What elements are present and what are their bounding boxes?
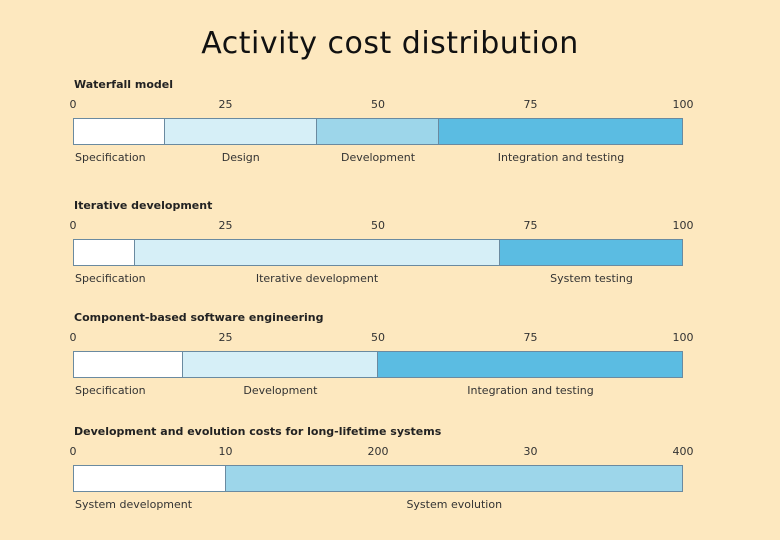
- segment-label: Specification: [75, 384, 146, 397]
- bar-segment: [499, 240, 682, 265]
- bar-segment: [74, 240, 135, 265]
- segment-label: System evolution: [406, 498, 503, 511]
- bar-segment: [74, 119, 166, 144]
- tick-label: 25: [218, 219, 233, 232]
- bar-segment: [438, 119, 682, 144]
- tick-label: 0: [69, 331, 77, 344]
- segment-label: Specification: [75, 151, 146, 164]
- chart-section: Component-based software engineering 0 25 5…: [0, 311, 780, 421]
- segment-label: Design: [221, 151, 260, 164]
- tick-label: 10: [218, 445, 233, 458]
- stacked-bar: [73, 351, 683, 378]
- bar-segment: [317, 119, 439, 144]
- bar-segment: [226, 466, 682, 491]
- segment-label: Integration and testing: [497, 151, 625, 164]
- tick-label: 0: [69, 219, 77, 232]
- tick-label: 0: [69, 445, 77, 458]
- stacked-bar: [73, 118, 683, 145]
- tick-label: 50: [371, 98, 385, 111]
- segment-label: Development: [243, 384, 318, 397]
- segment-label: Development: [340, 151, 416, 164]
- tick-label: 50: [371, 331, 385, 344]
- tick-label: 75: [523, 331, 538, 344]
- tick-label: 100: [672, 219, 694, 232]
- segment-label: Iterative development: [255, 272, 379, 285]
- chart-title: Iterative development: [74, 199, 213, 212]
- tick-label: 100: [672, 98, 694, 111]
- stacked-bar: [73, 239, 683, 266]
- tick-label: 25: [218, 98, 233, 111]
- stacked-bar: [73, 465, 683, 492]
- page-title: Activity cost distribution: [201, 26, 579, 61]
- bar-segment: [165, 119, 318, 144]
- segment-label: System testing: [550, 272, 633, 285]
- segment-label: Specification: [75, 272, 146, 285]
- tick-label: 100: [672, 331, 694, 344]
- chart-section: Development and evolution costs for long…: [0, 425, 780, 535]
- bar-segment: [377, 352, 682, 377]
- tick-label: 75: [523, 219, 538, 232]
- chart-section: Waterfall model 0 25 50 75 100 Specification De…: [0, 78, 780, 188]
- bar-segment: [134, 240, 500, 265]
- bar-segment: [183, 352, 378, 377]
- tick-label: 25: [218, 331, 233, 344]
- chart-section: Iterative development 0 25 50 75 100 Specifica…: [0, 199, 780, 309]
- chart-title: Component-based software engineering: [74, 311, 324, 324]
- tick-label: 75: [523, 98, 538, 111]
- tick-label: 50: [371, 219, 385, 232]
- bar-segment: [74, 352, 184, 377]
- tick-label: 0: [69, 98, 77, 111]
- tick-label: 400: [672, 445, 694, 458]
- tick-label: 30: [523, 445, 538, 458]
- tick-label: 200: [367, 445, 389, 458]
- segment-label: Integration and testing: [467, 384, 594, 397]
- segment-label: System development: [75, 498, 193, 511]
- bar-segment: [74, 466, 226, 491]
- chart-title: Development and evolution costs for long…: [74, 425, 442, 438]
- chart-title: Waterfall model: [74, 78, 174, 91]
